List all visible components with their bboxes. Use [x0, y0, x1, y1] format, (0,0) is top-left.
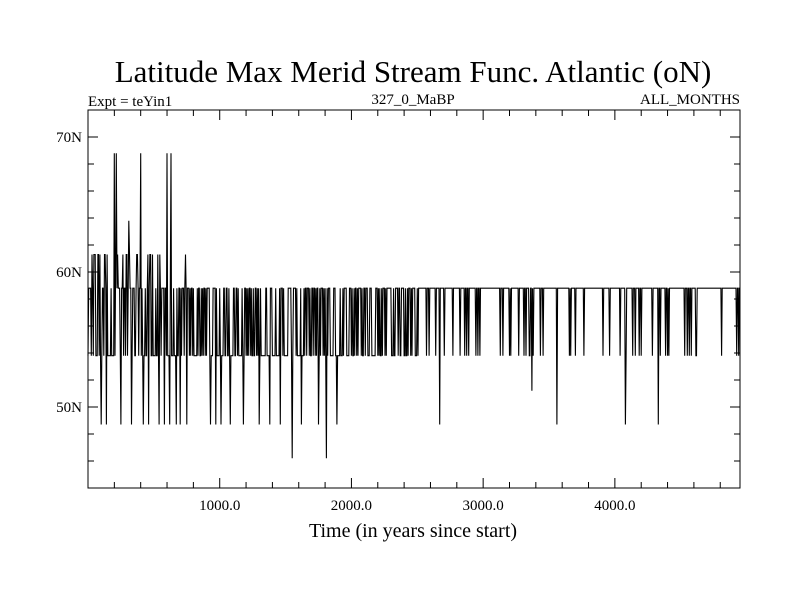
subtitle-center: 327_0_MaBP: [371, 92, 454, 108]
plot-frame: [87, 109, 741, 489]
series-layer: [87, 153, 740, 459]
x-tick-label: 4000.0: [594, 498, 635, 514]
y-tick-label: 50N: [56, 400, 82, 416]
subtitle-right: ALL_MONTHS: [640, 92, 740, 108]
x-tick-label: 1000.0: [199, 498, 240, 514]
chart-title: Latitude Max Merid Stream Func. Atlantic…: [115, 54, 712, 89]
series-line: [87, 153, 740, 459]
x-axis-label: Time (in years since start): [309, 520, 517, 542]
subtitle-left: Expt = teYin1: [88, 94, 172, 110]
y-tick-label: 70N: [56, 130, 82, 146]
x-tick-label: 2000.0: [331, 498, 372, 514]
y-tick-label: 60N: [56, 265, 82, 281]
ticks-layer: 1000.0 2000.0 3000.0 4000.0 50N 60N 70N: [56, 110, 740, 514]
x-tick-label: 3000.0: [463, 498, 504, 514]
